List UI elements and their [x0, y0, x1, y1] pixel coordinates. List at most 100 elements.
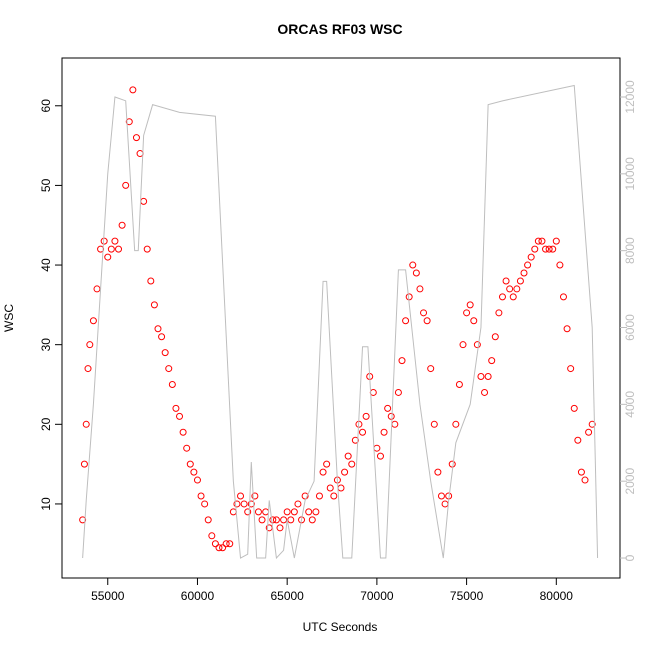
point	[308, 516, 316, 524]
point	[287, 516, 295, 524]
point	[481, 388, 489, 396]
point	[247, 500, 255, 508]
point	[118, 221, 126, 229]
point	[197, 492, 205, 500]
x-axis-label: UTC Seconds	[303, 620, 378, 634]
point	[79, 516, 87, 524]
point	[552, 237, 560, 245]
y2-tick-label: 2000	[623, 468, 637, 495]
point	[341, 468, 349, 476]
point	[89, 317, 97, 325]
point	[563, 325, 571, 333]
point	[115, 245, 123, 253]
y2-tick-label: 8000	[623, 237, 637, 264]
point	[437, 492, 445, 500]
point	[473, 341, 481, 349]
point	[161, 349, 169, 357]
point	[588, 420, 596, 428]
point	[423, 317, 431, 325]
point	[455, 380, 463, 388]
point	[577, 468, 585, 476]
point	[527, 253, 535, 261]
point	[208, 532, 216, 540]
point	[140, 197, 148, 205]
point	[122, 181, 130, 189]
point	[567, 365, 575, 373]
point	[165, 365, 173, 373]
point	[168, 380, 176, 388]
point	[143, 245, 151, 253]
y2-tick-label: 12000	[623, 80, 637, 114]
point	[323, 460, 331, 468]
y-axis-label: WSC	[2, 304, 16, 332]
point	[416, 285, 424, 293]
x-tick-label: 75000	[450, 589, 484, 603]
point	[201, 500, 209, 508]
point	[179, 428, 187, 436]
point	[491, 333, 499, 341]
point	[441, 500, 449, 508]
point	[193, 476, 201, 484]
point	[269, 516, 277, 524]
point	[585, 428, 593, 436]
point	[545, 245, 553, 253]
point	[84, 365, 92, 373]
point	[211, 540, 219, 548]
point	[240, 500, 248, 508]
point	[477, 373, 485, 381]
point	[190, 468, 198, 476]
point	[498, 293, 506, 301]
point	[219, 544, 227, 552]
point	[524, 261, 532, 269]
point	[80, 460, 88, 468]
y2-tick-label: 4000	[623, 391, 637, 418]
point	[344, 452, 352, 460]
point	[158, 333, 166, 341]
point	[233, 500, 241, 508]
point	[104, 253, 112, 261]
point	[373, 444, 381, 452]
point	[430, 420, 438, 428]
point	[448, 460, 456, 468]
point	[402, 317, 410, 325]
y-tick-label: 20	[39, 417, 53, 431]
altitude-line	[82, 84, 599, 560]
point	[463, 309, 471, 317]
point	[330, 492, 338, 500]
point	[538, 237, 546, 245]
y-tick-label: 30	[39, 338, 53, 352]
point	[136, 150, 144, 158]
point	[570, 404, 578, 412]
point	[226, 540, 234, 548]
point	[147, 277, 155, 285]
point	[502, 277, 510, 285]
point	[531, 245, 539, 253]
point	[258, 516, 266, 524]
point	[466, 301, 474, 309]
point	[484, 373, 492, 381]
point	[93, 285, 101, 293]
y-tick-label: 60	[39, 99, 53, 113]
point	[556, 261, 564, 269]
point	[459, 341, 467, 349]
point	[348, 460, 356, 468]
point	[129, 86, 137, 94]
point	[186, 460, 194, 468]
x-tick-label: 60000	[181, 589, 215, 603]
point	[215, 544, 223, 552]
y-tick-label: 50	[39, 178, 53, 192]
point	[409, 261, 417, 269]
point	[125, 118, 133, 126]
point	[301, 492, 309, 500]
point	[359, 428, 367, 436]
point	[391, 420, 399, 428]
point	[488, 357, 496, 365]
point	[150, 301, 158, 309]
point	[172, 404, 180, 412]
point	[237, 492, 245, 500]
x-tick-label: 70000	[360, 589, 394, 603]
x-tick-label: 55000	[91, 589, 125, 603]
point	[276, 524, 284, 532]
point	[111, 237, 119, 245]
point	[254, 508, 262, 516]
